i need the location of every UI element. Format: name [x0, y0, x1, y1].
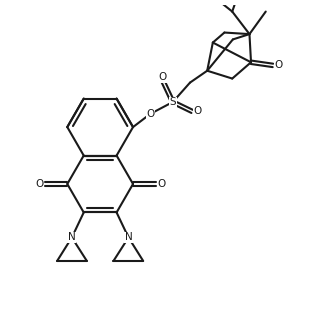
Text: S: S — [169, 97, 176, 107]
Text: O: O — [159, 72, 167, 82]
Text: O: O — [35, 179, 43, 189]
Text: O: O — [275, 60, 283, 70]
Text: O: O — [157, 179, 165, 189]
Text: O: O — [146, 109, 154, 119]
Text: O: O — [194, 106, 202, 116]
Text: N: N — [125, 233, 132, 243]
Text: N: N — [68, 233, 76, 243]
